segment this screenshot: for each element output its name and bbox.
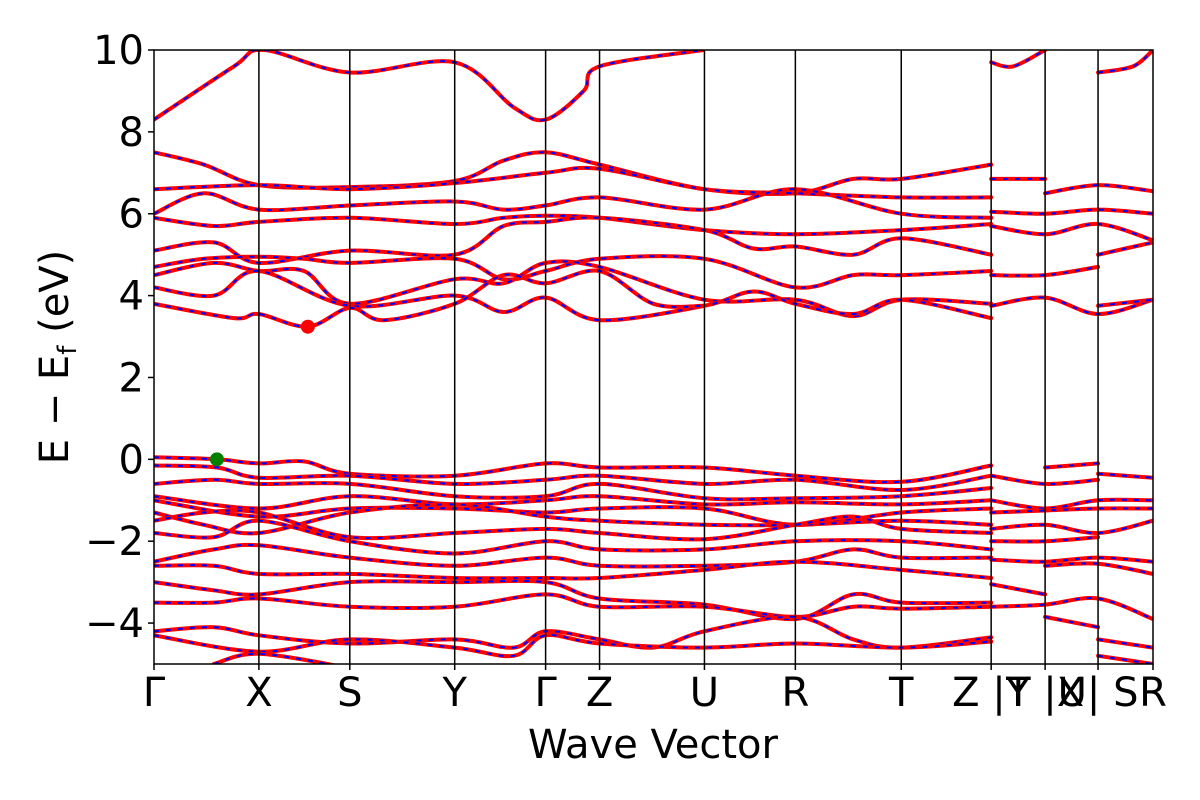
band-overlay-19 [1097,298,1153,307]
x-tick-label-3: Y [441,670,467,716]
x-tick-label-9: Z |Y [952,670,1031,716]
band-overlay-11 [991,222,1153,242]
y-tick-label-1: 8 [119,110,144,156]
x-tick-label-1: X [245,670,272,716]
band-overlay-43 [1044,615,1099,629]
plot-frame [153,49,1154,665]
y-tick-label-3: 4 [119,274,144,320]
y-tick-label-7: −4 [85,601,144,647]
band-overlay-33 [991,536,1099,543]
band-overlay-24 [991,474,1099,485]
band-line-32 [989,518,1153,536]
band-overlay-40 [154,593,992,618]
band-overlay-28 [991,498,1153,510]
band-overlay-38 [1045,562,1153,575]
x-tick-label-8: T [888,670,914,716]
band-overlay-15 [154,260,992,318]
band-overlay-1 [990,50,1046,68]
band-overlay-8 [154,214,992,236]
band-overlay-17 [154,269,705,328]
x-tick-label-10: T |X [1005,670,1084,716]
x-tick-label-6: U [690,670,719,716]
band-overlay-26 [154,495,992,510]
x-tick-label-7: R [781,670,809,716]
band-overlay-16 [154,269,992,322]
band-line-37 [989,555,1153,564]
x-tick-label-11: U| S [1058,670,1139,716]
y-tick-label-6: −2 [85,519,144,565]
x-tick-label-2: S [337,670,362,716]
band-line-42 [989,596,1153,621]
y-axis-title-main: E − E [32,355,78,465]
band-overlay-13 [1097,241,1153,256]
y-axis-title-subscript: f [53,345,83,355]
band-line-2 [1096,50,1153,75]
vbm-marker [209,452,224,467]
x-tick-label-12: R [1139,670,1167,716]
band-overlay-25 [154,478,992,501]
band-overlay-0 [154,50,704,122]
cbm-marker [300,319,315,334]
band-overlay-39 [154,579,992,621]
x-tick-label-5: Z [586,670,613,716]
x-tick-label-4: Γ [534,670,557,716]
band-overlay-22 [1045,462,1099,469]
band-overlay-23 [1098,472,1153,479]
y-axis-title-unit: (eV) [32,250,78,346]
band-line-10 [989,207,1153,216]
band-overlay-20 [154,456,992,484]
band-overlay-44 [154,615,992,649]
high-symmetry-lines [258,50,1099,664]
y-tick-label-0: 10 [93,28,144,74]
band-overlay-35 [154,543,992,568]
band-overlay-36 [154,560,992,580]
band-line-29 [989,506,1153,515]
y-tick-label-2: 6 [119,192,144,238]
band-overlay-21 [154,464,992,492]
band-overlay-45 [154,633,992,658]
band-overlay-4 [154,166,992,199]
y-tick-label-5: 0 [119,437,144,483]
x-axis-title: Wave Vector [528,722,779,768]
band-line-9 [154,215,994,265]
y-axis-title: E − Ef (eV) [32,250,83,465]
y-tick-label-4: 2 [119,355,144,401]
band-overlay-47 [1097,638,1153,649]
band-overlay-41 [991,583,1046,596]
band-overlay-27 [154,499,992,526]
band-edge-markers [209,319,315,467]
x-tick-label-0: Γ [143,670,166,716]
band-overlay-6 [1044,184,1153,195]
plot-background [154,50,1153,664]
band-overlay-18 [991,296,1153,316]
band-overlay-31 [154,509,992,541]
y-axis-ticks: 10 8 6 4 2 0 −2 −4 [85,28,154,647]
band-overlay-14 [154,255,992,289]
band-overlay-12 [991,265,1099,277]
